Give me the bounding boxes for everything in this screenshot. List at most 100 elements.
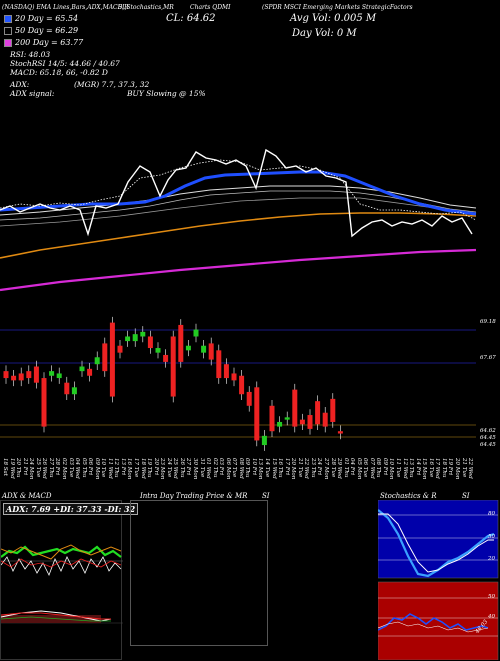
candle-down <box>163 354 169 362</box>
x-date-label: 09 Fri <box>381 458 388 475</box>
candle-down <box>109 322 115 397</box>
x-date-label: 19 Thu <box>146 458 153 478</box>
x-date-label: 07 Wed <box>368 458 375 479</box>
x-date-label: 23 Thu <box>309 458 316 478</box>
candle-down <box>239 375 245 395</box>
stoch-level-20: 20 <box>488 556 495 562</box>
x-date-label: 08 Wed <box>237 458 244 479</box>
candle-up <box>201 345 207 353</box>
candle-down <box>208 343 214 360</box>
x-date-label: 25 Wed <box>172 458 179 479</box>
candle-down <box>315 401 321 425</box>
price-level-2: 67.67 <box>480 355 496 361</box>
price-close-line <box>0 148 473 238</box>
ema-blue-line <box>0 170 477 216</box>
ema-grey-line <box>0 197 477 227</box>
x-date-label: 20 Fri <box>152 458 159 475</box>
candle-up <box>140 331 146 337</box>
close-label: CL: 64.62 <box>166 13 216 24</box>
x-date-label: 10 Fri <box>250 458 257 475</box>
x-date-label: 21 Fri <box>21 458 28 475</box>
stoch-level-80: 80 <box>488 511 495 517</box>
candle-up <box>261 435 267 446</box>
macd-histogram <box>1 615 101 623</box>
x-date-label: 24 Tue <box>165 458 172 478</box>
stoch-rsi-svg <box>378 500 499 660</box>
x-date-label: 01 Wed <box>205 458 212 479</box>
ema-dotted-line <box>0 159 477 221</box>
macd-red-line <box>1 612 111 620</box>
x-date-label: 05 Thu <box>80 458 87 478</box>
x-date-label: 07 Tue <box>231 458 238 478</box>
candle-down <box>178 324 184 362</box>
x-date-label: 17 Tue <box>133 458 139 478</box>
candle-down <box>33 366 39 383</box>
x-date-label: 04 Wed <box>74 458 81 479</box>
x-date-label: 19 Fri <box>447 458 454 475</box>
x-date-label: 27 Fri <box>185 458 192 475</box>
candle-up <box>277 421 283 427</box>
x-date-label: 09 Mon <box>93 458 100 480</box>
legend-swatch-blue <box>4 14 12 23</box>
candle-down <box>3 371 9 379</box>
candle-down <box>11 375 17 381</box>
x-date-label: 28 Fri <box>54 458 61 475</box>
candle-down <box>299 419 305 425</box>
x-date-label: 19 Wed <box>8 458 15 479</box>
candles-group <box>3 316 343 451</box>
x-date-label: 10 Tue <box>100 458 107 478</box>
header-mid-text: SI,Stochastics,MR <box>118 4 174 11</box>
adx-macd-title: ADX & MACD <box>2 492 52 500</box>
x-date-label: 29 Wed <box>336 458 343 479</box>
adx-signal-label: ADX signal: <box>10 89 55 98</box>
x-date-label: 11 Wed <box>106 458 113 479</box>
legend-50-day: 50 Day = 66.29 <box>4 26 78 35</box>
price-level-1: 69.18 <box>480 319 496 325</box>
candle-down <box>216 350 222 379</box>
x-date-label: 03 Tue <box>67 458 74 478</box>
header-right-text: (SPDR MSCI Emerging Markets StrategicFac… <box>262 4 413 11</box>
x-date-label: 06 Fri <box>87 458 94 475</box>
x-date-label: 10 Mon <box>388 458 395 480</box>
candle-down <box>269 405 275 432</box>
x-date-label: 06 Tue <box>362 458 369 478</box>
adx-white-line <box>1 556 122 576</box>
x-date-label: 02 Thu <box>211 458 218 478</box>
x-date-label: 01 Thu <box>342 458 349 478</box>
stoch-level-50: 50 <box>488 534 495 540</box>
x-date-label: 14 Tue <box>264 458 270 478</box>
x-date-label: 17 Fri <box>283 458 290 475</box>
avg-vol-label: Avg Vol: 0.005 M <box>290 13 377 24</box>
candle-down <box>87 368 93 376</box>
intraday-panel <box>130 500 268 646</box>
candle-down <box>337 431 343 434</box>
ema-magenta-line <box>0 248 477 292</box>
candle-up <box>155 348 161 353</box>
candle-down <box>307 415 313 429</box>
x-date-label: 14 Fri <box>414 458 421 475</box>
x-date-label: 27 Mon <box>322 458 329 480</box>
x-date-label: 13 Fri <box>119 458 126 475</box>
candle-up <box>193 329 199 337</box>
macd-green-line <box>1 616 111 622</box>
x-date-label: 12 Wed <box>401 458 408 479</box>
candle-down <box>18 373 24 381</box>
x-date-label: 26 Thu <box>178 458 185 478</box>
rsi-white-line <box>378 621 489 633</box>
candle-up <box>49 371 55 376</box>
candle-down <box>330 398 336 422</box>
day-vol-label: Day Vol: 0 M <box>292 28 357 39</box>
adx-box: ADX: 7.69 +DI: 37.33 -DI: 32 <box>3 503 139 515</box>
candle-up <box>94 357 100 365</box>
x-date-label: 02 Mon <box>60 458 67 480</box>
candle-down <box>223 364 229 379</box>
intraday-title: Intra Day Trading Price & MR <box>140 492 248 500</box>
x-date-label: 16 Thu <box>277 458 284 478</box>
candle-up <box>132 334 138 342</box>
rsi-stat: RSI: 48.03 <box>10 50 51 59</box>
x-date-label: 18 Sat <box>2 458 8 477</box>
x-date-label: 20 Mon <box>453 458 460 480</box>
candle-down <box>254 387 260 441</box>
candle-up <box>56 373 62 379</box>
x-date-label: 08 Thu <box>375 458 382 478</box>
